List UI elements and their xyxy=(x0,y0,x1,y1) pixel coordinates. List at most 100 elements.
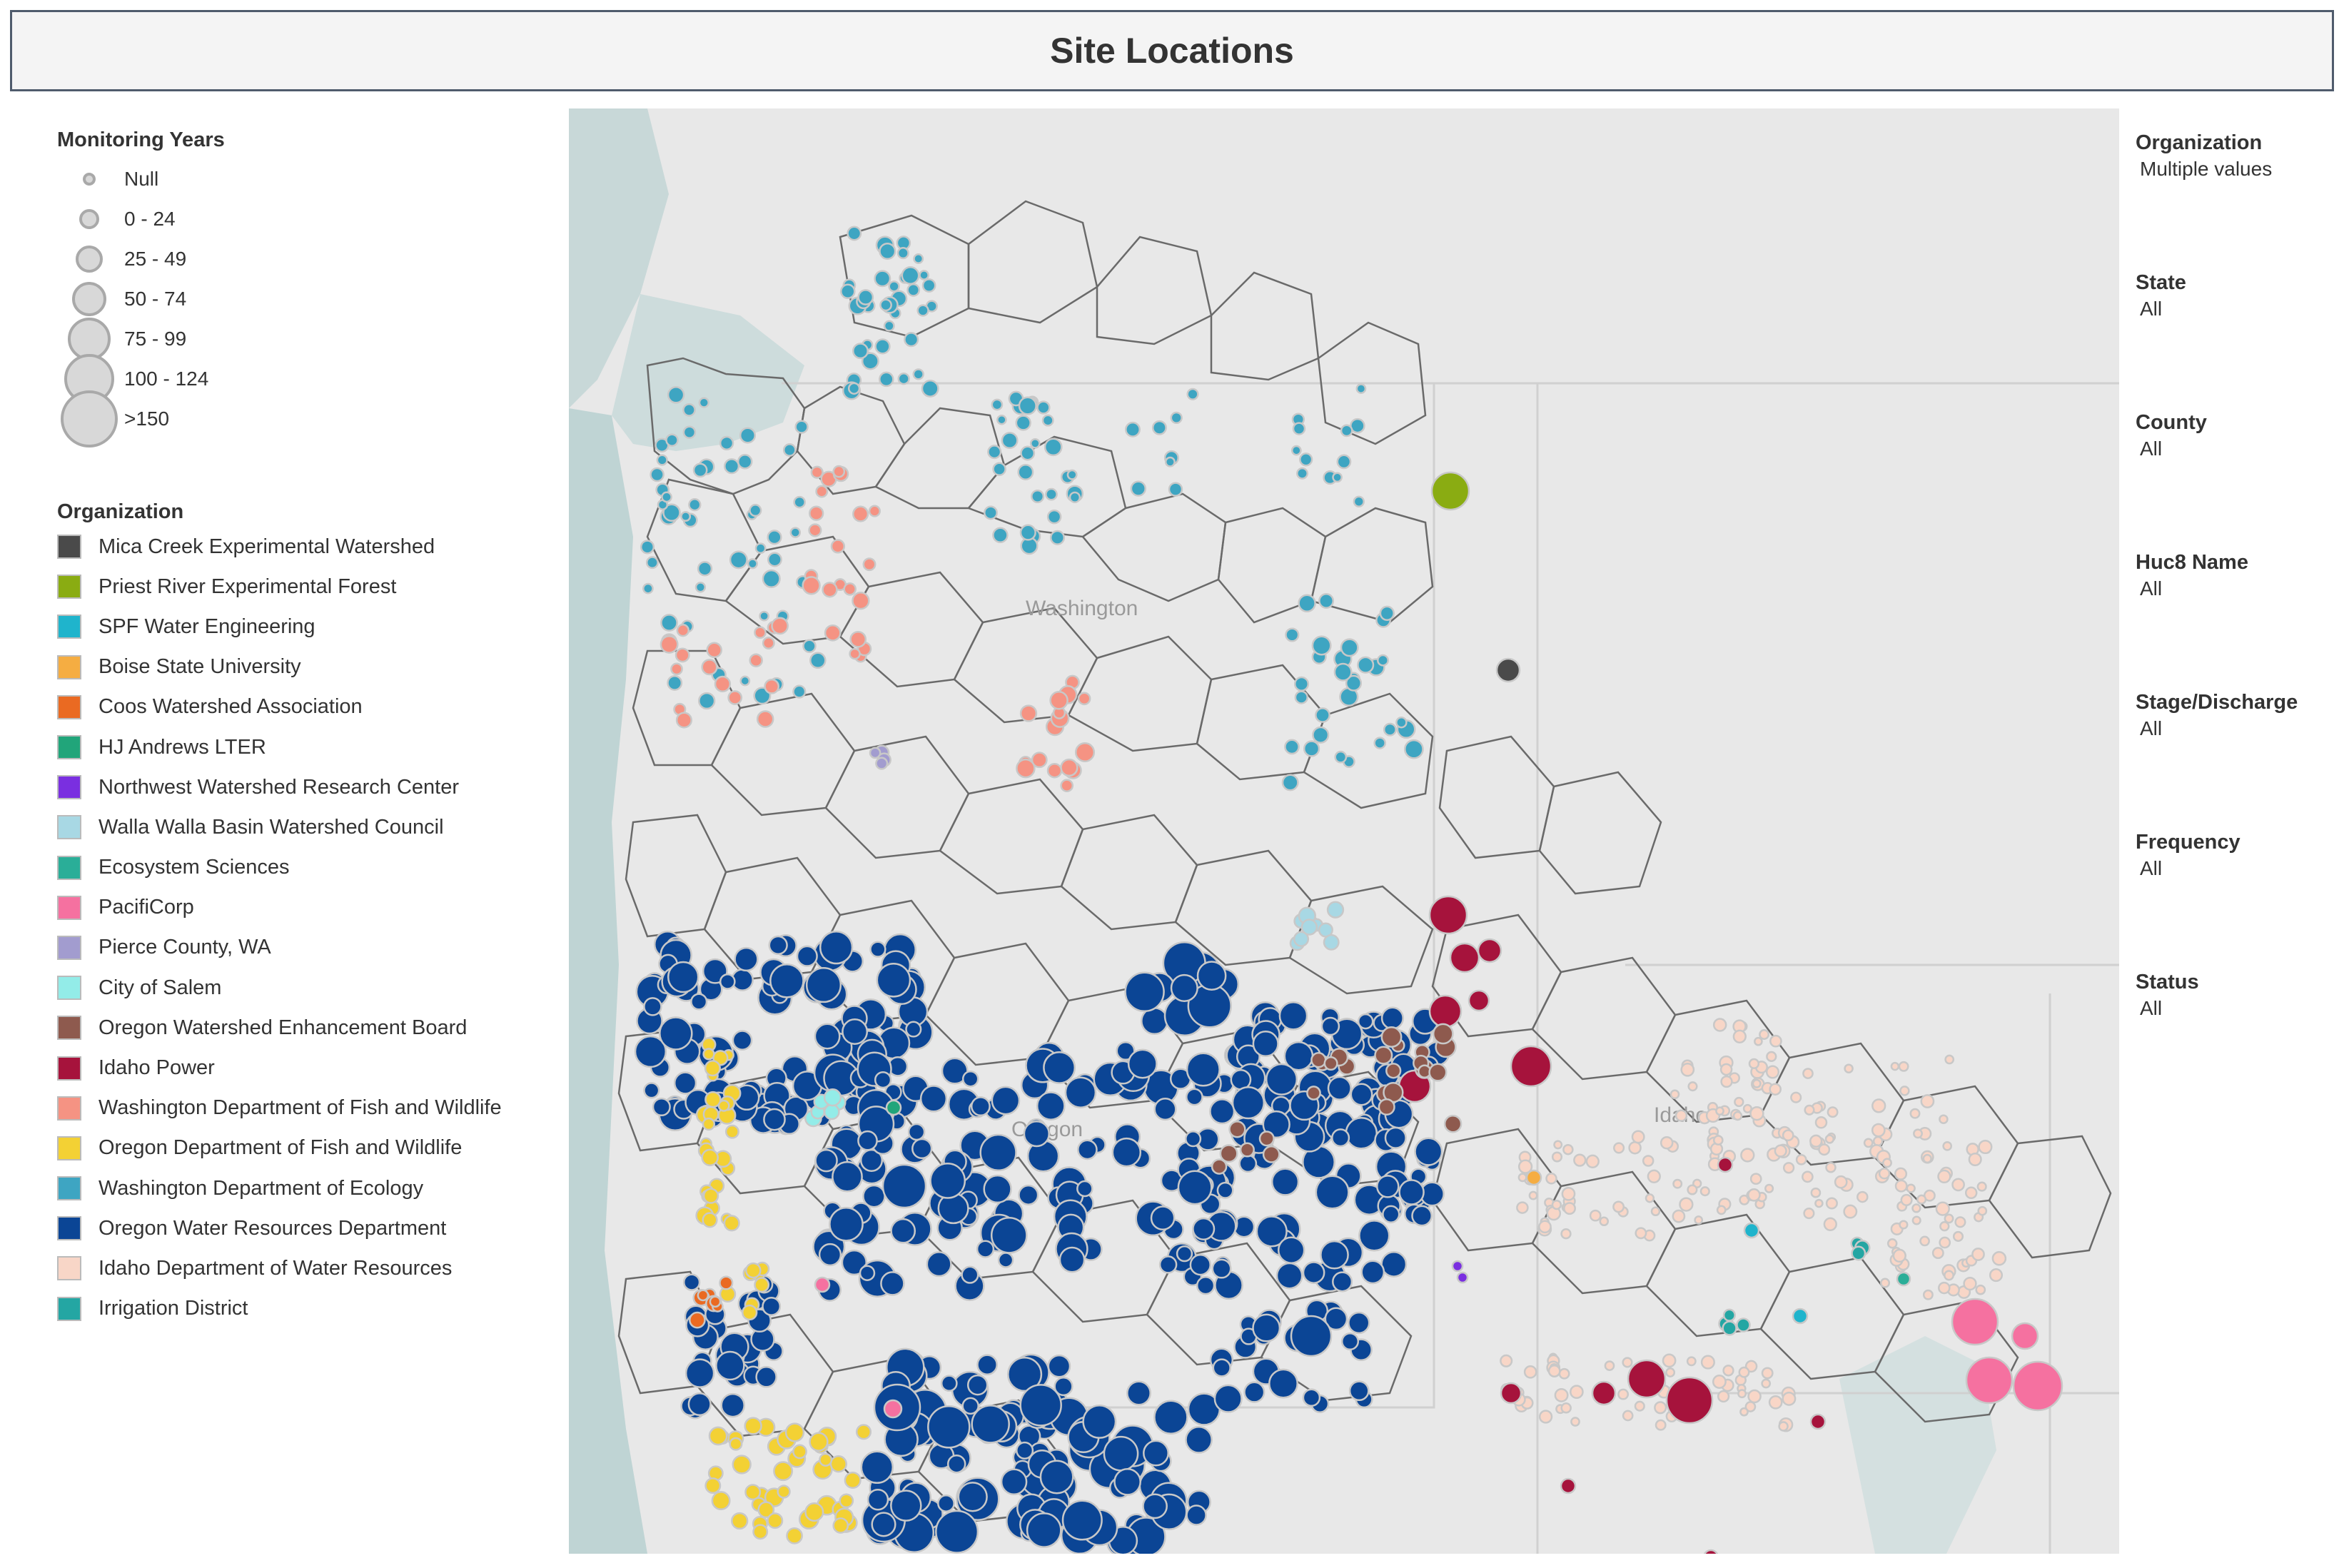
site-marker[interactable] xyxy=(1228,1121,1246,1138)
site-marker[interactable] xyxy=(1451,1260,1464,1273)
site-marker[interactable] xyxy=(702,1117,716,1131)
site-marker[interactable] xyxy=(697,1289,709,1302)
site-marker[interactable] xyxy=(1965,1356,2014,1405)
site-marker[interactable] xyxy=(1262,1145,1280,1163)
site-marker[interactable] xyxy=(739,427,757,444)
site-marker[interactable] xyxy=(867,1488,889,1511)
site-marker[interactable] xyxy=(1350,1083,1373,1106)
site-marker[interactable] xyxy=(673,1071,697,1095)
site-marker[interactable] xyxy=(1739,1407,1749,1417)
site-marker[interactable] xyxy=(1585,1154,1600,1168)
site-marker[interactable] xyxy=(1863,1138,1874,1148)
site-marker[interactable] xyxy=(640,540,655,555)
site-marker[interactable] xyxy=(1281,774,1299,791)
site-marker[interactable] xyxy=(768,935,788,956)
site-marker[interactable] xyxy=(1285,627,1300,642)
site-marker[interactable] xyxy=(1061,1499,1103,1541)
site-marker[interactable] xyxy=(1443,1114,1463,1133)
site-marker[interactable] xyxy=(1082,1404,1117,1439)
site-marker[interactable] xyxy=(876,962,911,998)
site-marker[interactable] xyxy=(1306,1086,1321,1101)
site-marker[interactable] xyxy=(1890,1061,1900,1071)
site-marker[interactable] xyxy=(890,1218,916,1244)
site-marker[interactable] xyxy=(784,1422,805,1442)
site-marker[interactable] xyxy=(1742,1103,1752,1113)
site-marker[interactable] xyxy=(742,1304,758,1321)
site-marker[interactable] xyxy=(1373,737,1386,749)
site-marker[interactable] xyxy=(711,1491,731,1511)
site-marker[interactable] xyxy=(1769,1034,1782,1048)
site-marker[interactable] xyxy=(789,527,802,538)
site-marker[interactable] xyxy=(709,1295,722,1308)
site-marker[interactable] xyxy=(1538,1220,1552,1234)
site-marker[interactable] xyxy=(1017,464,1034,480)
site-marker[interactable] xyxy=(1318,593,1335,609)
site-marker[interactable] xyxy=(1920,1094,1935,1108)
site-marker[interactable] xyxy=(921,278,936,293)
site-marker[interactable] xyxy=(704,1477,722,1494)
site-marker[interactable] xyxy=(719,1275,734,1290)
site-marker[interactable] xyxy=(764,678,780,694)
site-marker[interactable] xyxy=(1219,1144,1238,1163)
site-marker[interactable] xyxy=(1591,1380,1617,1406)
site-marker[interactable] xyxy=(921,379,939,398)
site-marker[interactable] xyxy=(1716,1205,1727,1215)
site-marker[interactable] xyxy=(1336,454,1352,470)
site-marker[interactable] xyxy=(1562,1143,1574,1155)
site-marker[interactable] xyxy=(757,1501,775,1519)
site-marker[interactable] xyxy=(1358,1220,1390,1252)
site-marker[interactable] xyxy=(1517,1159,1533,1174)
site-marker[interactable] xyxy=(808,523,822,537)
site-marker[interactable] xyxy=(1353,495,1365,507)
site-marker[interactable] xyxy=(857,1130,878,1151)
site-marker[interactable] xyxy=(1252,1313,1281,1342)
site-marker[interactable] xyxy=(762,569,781,588)
site-marker[interactable] xyxy=(1622,1357,1633,1368)
site-marker[interactable] xyxy=(667,386,685,404)
site-marker[interactable] xyxy=(1911,1203,1921,1213)
site-marker[interactable] xyxy=(1016,1441,1034,1460)
site-marker[interactable] xyxy=(1332,472,1343,483)
site-marker[interactable] xyxy=(1935,1201,1950,1216)
site-marker[interactable] xyxy=(1348,1380,1370,1402)
site-marker[interactable] xyxy=(852,592,870,610)
site-marker[interactable] xyxy=(885,1099,902,1116)
site-marker[interactable] xyxy=(840,283,856,300)
site-marker[interactable] xyxy=(1754,1036,1763,1046)
filter-stage-discharge[interactable]: Stage/Discharge All xyxy=(2136,691,2298,739)
site-marker[interactable] xyxy=(1196,1276,1216,1295)
site-marker[interactable] xyxy=(731,1512,749,1530)
site-marker[interactable] xyxy=(832,1160,863,1193)
site-marker[interactable] xyxy=(1719,1063,1733,1076)
site-marker[interactable] xyxy=(1650,1206,1661,1217)
site-marker[interactable] xyxy=(667,674,683,691)
site-marker[interactable] xyxy=(849,630,867,648)
site-marker[interactable] xyxy=(665,433,679,447)
site-marker[interactable] xyxy=(1177,1170,1213,1205)
site-marker[interactable] xyxy=(1428,895,1468,935)
site-marker[interactable] xyxy=(682,425,697,439)
site-marker[interactable] xyxy=(1340,1332,1360,1351)
site-marker[interactable] xyxy=(1938,1281,1951,1295)
site-marker[interactable] xyxy=(1662,1353,1677,1368)
site-marker[interactable] xyxy=(991,1086,1021,1116)
site-marker[interactable] xyxy=(874,270,891,288)
site-marker[interactable] xyxy=(830,539,846,554)
site-marker[interactable] xyxy=(1851,1245,1866,1261)
site-marker[interactable] xyxy=(1525,1169,1542,1186)
site-marker[interactable] xyxy=(1892,1248,1906,1263)
site-marker[interactable] xyxy=(823,1088,842,1107)
site-marker[interactable] xyxy=(1634,1400,1645,1412)
site-marker[interactable] xyxy=(1059,1246,1086,1273)
site-marker[interactable] xyxy=(1277,1236,1305,1264)
site-marker[interactable] xyxy=(689,1311,706,1329)
site-marker[interactable] xyxy=(929,1163,966,1199)
organization-legend-item[interactable]: Ecosystem Sciences xyxy=(57,848,557,888)
site-marker[interactable] xyxy=(744,1417,762,1435)
site-marker[interactable] xyxy=(927,1405,971,1449)
filter-organization[interactable]: Organization Multiple values xyxy=(2136,131,2273,180)
site-marker[interactable] xyxy=(1357,656,1375,674)
site-marker[interactable] xyxy=(862,557,877,572)
site-marker[interactable] xyxy=(804,1502,824,1522)
site-marker[interactable] xyxy=(704,1091,722,1108)
